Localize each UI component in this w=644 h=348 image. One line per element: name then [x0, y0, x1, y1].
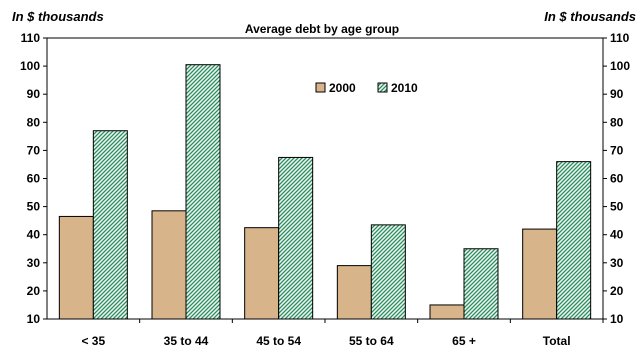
y-tick-label-left: 110	[21, 31, 41, 45]
bar-2010-4	[463, 248, 499, 320]
y-tick-label-right: 10	[610, 312, 624, 326]
legend-label-2010: 2010	[391, 81, 418, 95]
x-tick-label: < 35	[81, 334, 105, 348]
y-tick-label-right: 90	[610, 87, 624, 101]
bar-2000-1	[151, 210, 187, 320]
x-tick-label: 55 to 64	[349, 334, 394, 348]
bar-2000-2	[244, 227, 280, 320]
bar-2000-5	[522, 228, 558, 320]
y-unit-label-right: In $ thousands	[544, 9, 636, 24]
y-tick-label-left: 80	[27, 115, 41, 129]
y-tick-label-left: 70	[27, 143, 41, 157]
y-tick-label-left: 50	[27, 200, 41, 214]
bar-2010-2	[278, 156, 314, 320]
y-tick-label-right: 60	[610, 172, 624, 186]
bar-2000-0	[58, 215, 94, 320]
y-tick-label-right: 110	[610, 31, 630, 45]
legend: 2000 2010	[315, 81, 418, 95]
y-tick-label-right: 80	[610, 115, 624, 129]
y-tick-label-left: 90	[27, 87, 41, 101]
chart-title: Average debt by age group	[244, 22, 400, 36]
x-tick-label: 35 to 44	[164, 334, 209, 348]
legend-swatch-2000	[315, 82, 326, 93]
y-axis-left: 10 20 30 40 50 60 70 80 90 100 110	[20, 31, 47, 326]
y-tick-label-left: 40	[27, 228, 41, 242]
y-tick-label-right: 30	[610, 256, 624, 270]
y-tick-label-right: 70	[610, 143, 624, 157]
y-tick-label-left: 30	[27, 256, 41, 270]
x-tick-label: 65 +	[452, 334, 476, 348]
x-axis-labels: < 35 35 to 44 45 to 54 55 to 64 65 + Total	[81, 319, 604, 348]
y-tick-label-right: 40	[610, 228, 624, 242]
y-tick-label-left: 100	[20, 59, 40, 73]
plot-frame	[46, 37, 604, 320]
legend-label-2000: 2000	[329, 81, 356, 95]
bar-2000-3	[336, 265, 372, 320]
y-unit-label-left: In $ thousands	[12, 9, 104, 24]
x-tick-label: Total	[543, 334, 571, 348]
y-tick-label-right: 100	[610, 59, 630, 73]
y-tick-label-left: 60	[27, 172, 41, 186]
bar-2010-3	[370, 224, 406, 320]
bar-2010-1	[185, 64, 221, 320]
bar-2010-5	[556, 161, 592, 320]
y-tick-label-right: 50	[610, 200, 624, 214]
bar-2000-4	[429, 304, 465, 320]
bars-group	[58, 64, 592, 320]
y-tick-label-left: 20	[27, 284, 41, 298]
legend-swatch-2010	[377, 82, 388, 93]
y-tick-label-left: 10	[27, 312, 41, 326]
bar-2010-0	[92, 130, 128, 320]
x-tick-label: 45 to 54	[256, 334, 301, 348]
y-axis-right: 10 20 30 40 50 60 70 80 90 100 110	[603, 31, 630, 326]
y-tick-label-right: 20	[610, 284, 624, 298]
